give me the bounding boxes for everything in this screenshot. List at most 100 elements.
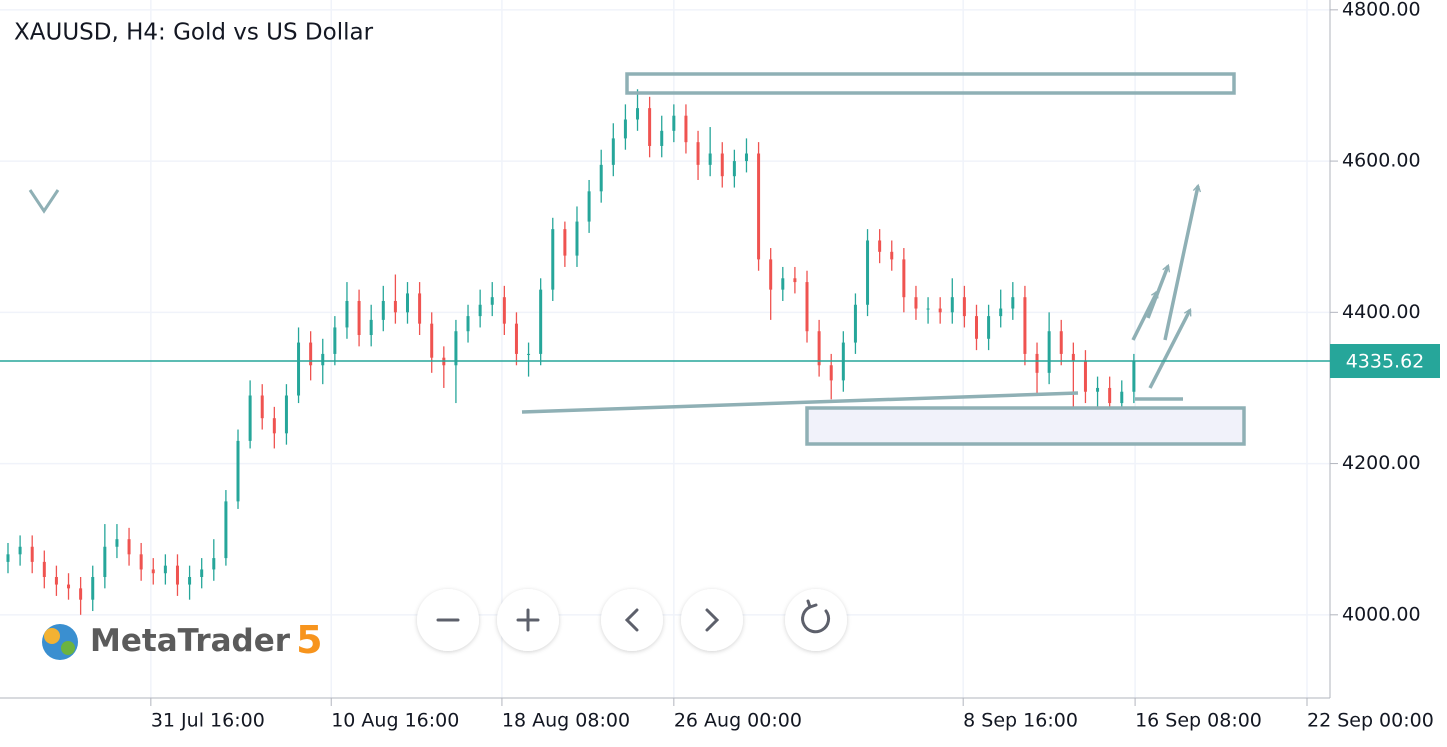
candle-body (950, 297, 954, 313)
candle-body (902, 259, 906, 298)
candle-body (248, 395, 252, 441)
candle-body (575, 221, 579, 256)
candle-body (1023, 297, 1027, 354)
candle-body (781, 278, 785, 290)
candle-body (890, 251, 894, 260)
arrow (1163, 183, 1202, 341)
candle-body (1108, 387, 1112, 404)
candle-body (744, 153, 748, 162)
candle-body (67, 584, 71, 589)
candle-body (672, 115, 676, 131)
logo-icon (44, 628, 60, 644)
candle-body (648, 108, 652, 146)
candle-body (599, 164, 603, 192)
candle-body (611, 138, 615, 165)
candle-body (878, 240, 882, 252)
candle-body (938, 308, 942, 313)
candle-body (1059, 331, 1063, 354)
candle-body (418, 293, 422, 324)
candle-body (200, 569, 204, 578)
candle-body (224, 501, 228, 559)
candle-body (853, 304, 857, 343)
candle-body (30, 546, 34, 562)
candle-body (490, 297, 494, 305)
logo-icon (61, 641, 75, 655)
candle-body (563, 229, 567, 256)
candle-body (817, 331, 821, 366)
candle-body (381, 300, 385, 320)
candle-body (175, 565, 179, 585)
candle-body (502, 297, 506, 324)
candle-body (478, 304, 482, 317)
arrow (1131, 289, 1159, 341)
scroll-right-icon (705, 608, 720, 632)
candle-body (514, 323, 518, 354)
y-tick-label: 4800.00 (1342, 0, 1421, 20)
candle-body (369, 319, 373, 336)
logo: MetaTrader 5 (42, 618, 323, 662)
reset-button[interactable] (785, 589, 847, 651)
candle-body (127, 539, 131, 555)
candle-body (732, 161, 736, 177)
candle-body (636, 108, 640, 120)
candle-body (1120, 391, 1124, 404)
candle-body (769, 259, 773, 290)
x-tick-label: 22 Sep 00:00 (1307, 710, 1434, 732)
y-tick-label: 4200.00 (1342, 452, 1421, 474)
support-zone (805, 406, 1246, 446)
arrow (1146, 263, 1171, 319)
candle-body (708, 153, 712, 165)
candle-body (309, 342, 313, 366)
x-tick-label: 10 Aug 16:00 (331, 710, 459, 732)
drawings (521, 72, 1246, 446)
candle-body (1047, 331, 1051, 373)
current-price-box (1330, 344, 1440, 379)
candle-body (393, 300, 397, 313)
candle-body (18, 546, 22, 555)
logo-name: MetaTrader (90, 623, 291, 659)
candle-body (587, 191, 591, 222)
candle-body (454, 331, 458, 366)
candle-body (757, 153, 761, 260)
candle-body (42, 561, 46, 578)
x-tick-label: 31 Jul 16:00 (151, 710, 265, 732)
y-tick-label: 4600.00 (1342, 150, 1421, 172)
candle-body (236, 440, 240, 502)
candle-body (321, 353, 325, 366)
candle-body (551, 229, 555, 290)
x-tick-label: 18 Aug 08:00 (502, 710, 630, 732)
candle-body (466, 316, 470, 332)
arrow (1148, 307, 1192, 389)
scroll-left-button[interactable] (601, 589, 663, 651)
logo-version: 5 (296, 618, 322, 662)
candle-body (103, 546, 107, 578)
candle-body (333, 327, 337, 354)
candle-body (539, 289, 543, 354)
candle-body (272, 418, 276, 434)
logo-text: MetaTrader 5 (90, 618, 323, 662)
candle-body (962, 297, 966, 317)
candle-body (1132, 360, 1136, 392)
trend-line (521, 391, 1079, 414)
y-tick-label: 4000.00 (1342, 603, 1421, 625)
candle-body (6, 554, 10, 562)
candle-body (163, 565, 167, 574)
y-tick-label: 4400.00 (1342, 301, 1421, 323)
candle-body (829, 365, 833, 381)
candle-body (1083, 361, 1087, 392)
candle-body (345, 300, 349, 328)
candle-body (212, 558, 216, 570)
candle-body (987, 316, 991, 339)
scroll-right-button[interactable] (681, 589, 743, 651)
candle-body (188, 577, 192, 585)
candle-body (660, 130, 664, 146)
candle-body (696, 142, 700, 165)
candle-body (139, 554, 143, 570)
candle-body (623, 119, 627, 139)
candle-body (54, 577, 58, 585)
candle-body (914, 297, 918, 309)
current-price-label: 4335.62 (1346, 351, 1425, 373)
collapse-icon[interactable] (28, 189, 60, 214)
candle-body (720, 153, 724, 177)
candle-body (151, 569, 155, 574)
